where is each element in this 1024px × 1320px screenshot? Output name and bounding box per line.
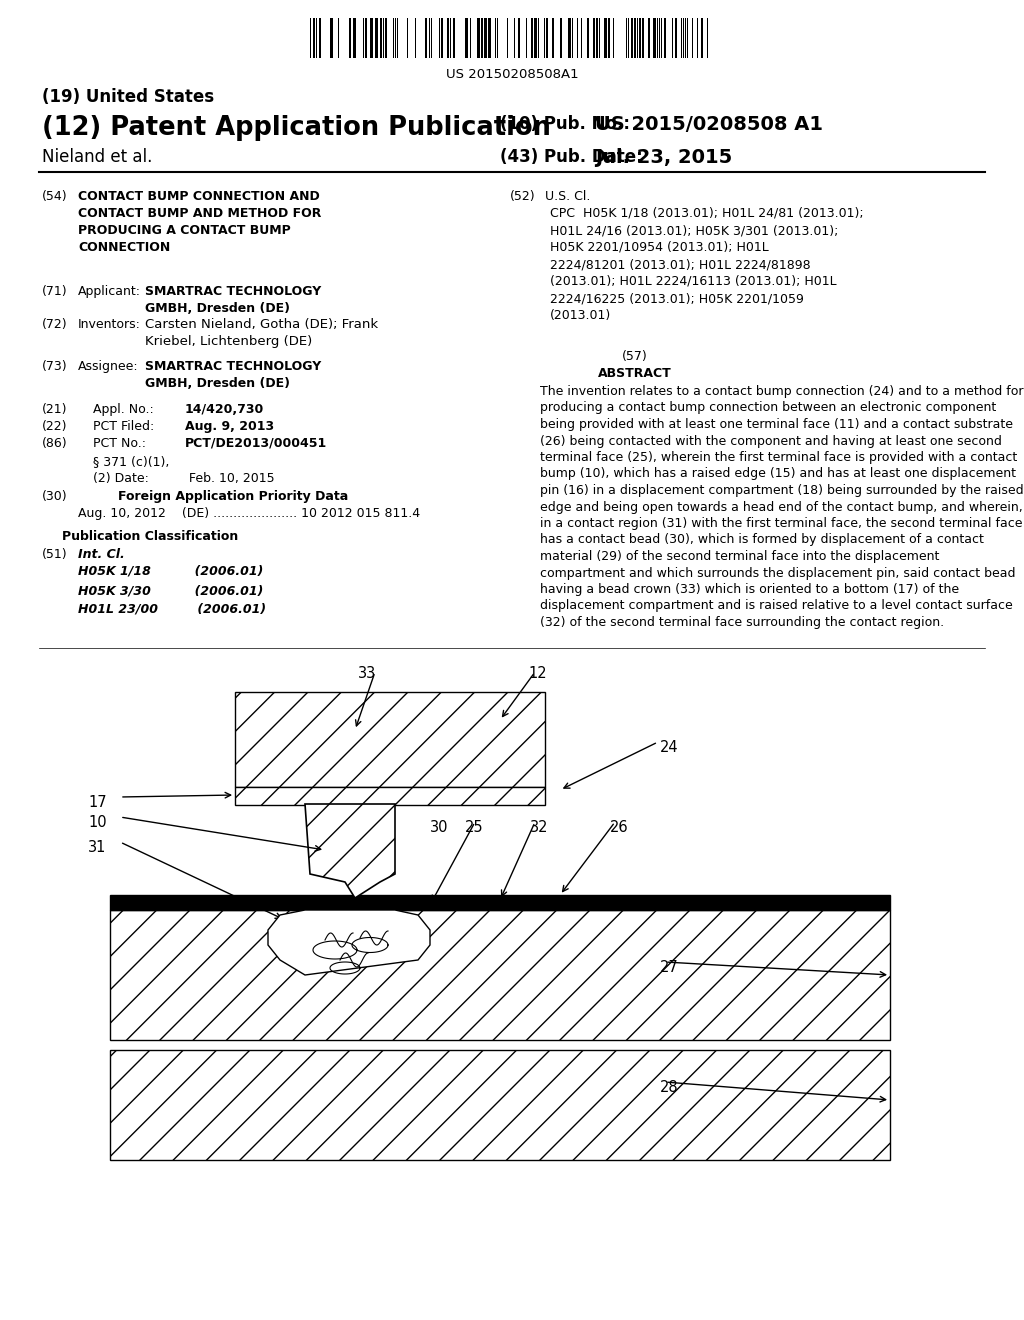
Text: 14/420,730: 14/420,730 [185, 403, 264, 416]
Text: 26: 26 [610, 820, 629, 836]
Text: Aug. 10, 2012    (DE) ..................... 10 2012 015 811.4: Aug. 10, 2012 (DE) .....................… [78, 507, 420, 520]
Bar [648, 18, 650, 58]
Text: US 2015/0208508 A1: US 2015/0208508 A1 [595, 115, 823, 135]
Text: PCT Filed:: PCT Filed: [93, 420, 155, 433]
Bar [604, 18, 607, 58]
Text: Publication Classification: Publication Classification [61, 531, 239, 543]
Text: 12: 12 [528, 667, 547, 681]
Text: H05K 1/18          (2006.01)
H05K 3/30          (2006.01)
H01L 23/00         (20: H05K 1/18 (2006.01) H05K 3/30 (2006.01) … [78, 565, 266, 616]
Bar [425, 18, 427, 58]
Text: Jul. 23, 2015: Jul. 23, 2015 [595, 148, 732, 168]
Text: (10) Pub. No.:: (10) Pub. No.: [500, 115, 630, 133]
Text: Inventors:: Inventors: [78, 318, 141, 331]
Bar [365, 18, 367, 58]
Text: 27: 27 [660, 960, 679, 975]
Text: 10: 10 [88, 814, 106, 830]
Text: Applicant:: Applicant: [78, 285, 141, 298]
Bar [353, 18, 356, 58]
Text: (12) Patent Application Publication: (12) Patent Application Publication [42, 115, 551, 141]
Bar [568, 18, 571, 58]
Polygon shape [268, 909, 430, 975]
Text: US 20150208508A1: US 20150208508A1 [445, 69, 579, 81]
Bar [477, 18, 480, 58]
Text: Carsten Nieland, Gotha (DE); Frank
Kriebel, Lichtenberg (DE): Carsten Nieland, Gotha (DE); Frank Krieb… [145, 318, 378, 348]
Bar [664, 18, 666, 58]
Text: Int. Cl.: Int. Cl. [78, 548, 125, 561]
Bar [653, 18, 656, 58]
Bar [639, 18, 641, 58]
Bar [234, 692, 545, 787]
Text: 17: 17 [88, 795, 106, 810]
Bar [534, 18, 537, 58]
Text: § 371 (c)(1),
(2) Date:          Feb. 10, 2015: § 371 (c)(1), (2) Date: Feb. 10, 2015 [93, 455, 274, 484]
Bar [488, 18, 490, 58]
Text: 28: 28 [660, 1080, 679, 1096]
Bar [465, 18, 468, 58]
Text: The invention relates to a contact bump connection (24) and to a method for prod: The invention relates to a contact bump … [540, 385, 1024, 630]
Text: (30): (30) [42, 490, 68, 503]
Bar [701, 18, 703, 58]
Bar [593, 18, 595, 58]
Bar [370, 18, 373, 58]
Text: ABSTRACT: ABSTRACT [598, 367, 672, 380]
Bar [453, 18, 455, 58]
Bar [631, 18, 633, 58]
Text: SMARTRAC TECHNOLOGY
GMBH, Dresden (DE): SMARTRAC TECHNOLOGY GMBH, Dresden (DE) [145, 360, 322, 389]
Text: (72): (72) [42, 318, 68, 331]
Text: Foreign Application Priority Data: Foreign Application Priority Data [118, 490, 348, 503]
Bar [380, 18, 382, 58]
Bar [642, 18, 644, 58]
Text: Assignee:: Assignee: [78, 360, 138, 374]
Bar [110, 1049, 890, 1160]
Text: (86): (86) [42, 437, 68, 450]
Text: (54): (54) [42, 190, 68, 203]
Bar [552, 18, 554, 58]
Bar [518, 18, 520, 58]
Text: PCT No.:: PCT No.: [93, 437, 146, 450]
Bar [531, 18, 534, 58]
Text: Appl. No.:: Appl. No.: [93, 403, 154, 416]
Text: (43) Pub. Date:: (43) Pub. Date: [500, 148, 643, 166]
Text: (21): (21) [42, 403, 68, 416]
Text: 25: 25 [465, 820, 483, 836]
Bar [484, 18, 487, 58]
Bar [375, 18, 378, 58]
Bar [447, 18, 449, 58]
Text: (52): (52) [510, 190, 536, 203]
Bar [587, 18, 589, 58]
Bar [349, 18, 351, 58]
Text: (71): (71) [42, 285, 68, 298]
Bar [441, 18, 443, 58]
Text: CONTACT BUMP CONNECTION AND
CONTACT BUMP AND METHOD FOR
PRODUCING A CONTACT BUMP: CONTACT BUMP CONNECTION AND CONTACT BUMP… [78, 190, 322, 253]
Text: 31: 31 [88, 840, 106, 855]
Text: (73): (73) [42, 360, 68, 374]
Text: (19) United States: (19) United States [42, 88, 214, 106]
Text: (51): (51) [42, 548, 68, 561]
Polygon shape [305, 804, 395, 898]
Text: SMARTRAC TECHNOLOGY
GMBH, Dresden (DE): SMARTRAC TECHNOLOGY GMBH, Dresden (DE) [145, 285, 322, 315]
Bar [608, 18, 610, 58]
Bar [634, 18, 636, 58]
Bar [546, 18, 548, 58]
Bar [596, 18, 598, 58]
Text: 30: 30 [430, 820, 449, 836]
Bar [234, 787, 545, 805]
Text: Nieland et al.: Nieland et al. [42, 148, 153, 166]
Text: 24: 24 [660, 741, 679, 755]
Bar [560, 18, 562, 58]
Text: (57): (57) [623, 350, 648, 363]
Bar [675, 18, 677, 58]
Text: PCT/DE2013/000451: PCT/DE2013/000451 [185, 437, 328, 450]
Text: Aug. 9, 2013: Aug. 9, 2013 [185, 420, 274, 433]
Text: (22): (22) [42, 420, 68, 433]
Text: 33: 33 [358, 667, 376, 681]
Bar [110, 909, 890, 1040]
Bar [110, 895, 890, 909]
Text: 32: 32 [530, 820, 549, 836]
Bar [385, 18, 387, 58]
Bar [330, 18, 333, 58]
Bar [313, 18, 315, 58]
Text: CPC  H05K 1/18 (2013.01); H01L 24/81 (2013.01);
H01L 24/16 (2013.01); H05K 3/301: CPC H05K 1/18 (2013.01); H01L 24/81 (201… [550, 207, 863, 322]
Bar [319, 18, 321, 58]
Text: U.S. Cl.: U.S. Cl. [545, 190, 591, 203]
